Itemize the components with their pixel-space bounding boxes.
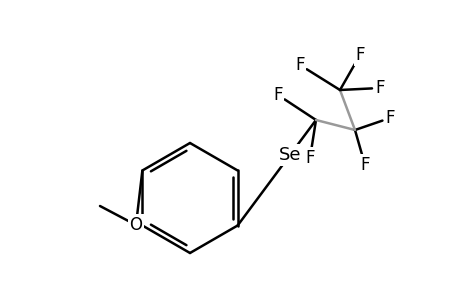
- Text: F: F: [385, 109, 394, 127]
- Text: Se: Se: [278, 146, 301, 164]
- Text: F: F: [295, 56, 304, 74]
- Text: F: F: [305, 149, 314, 167]
- Text: F: F: [375, 79, 384, 97]
- Text: F: F: [273, 86, 282, 104]
- Text: F: F: [354, 46, 364, 64]
- Text: O: O: [129, 216, 142, 234]
- Text: F: F: [359, 156, 369, 174]
